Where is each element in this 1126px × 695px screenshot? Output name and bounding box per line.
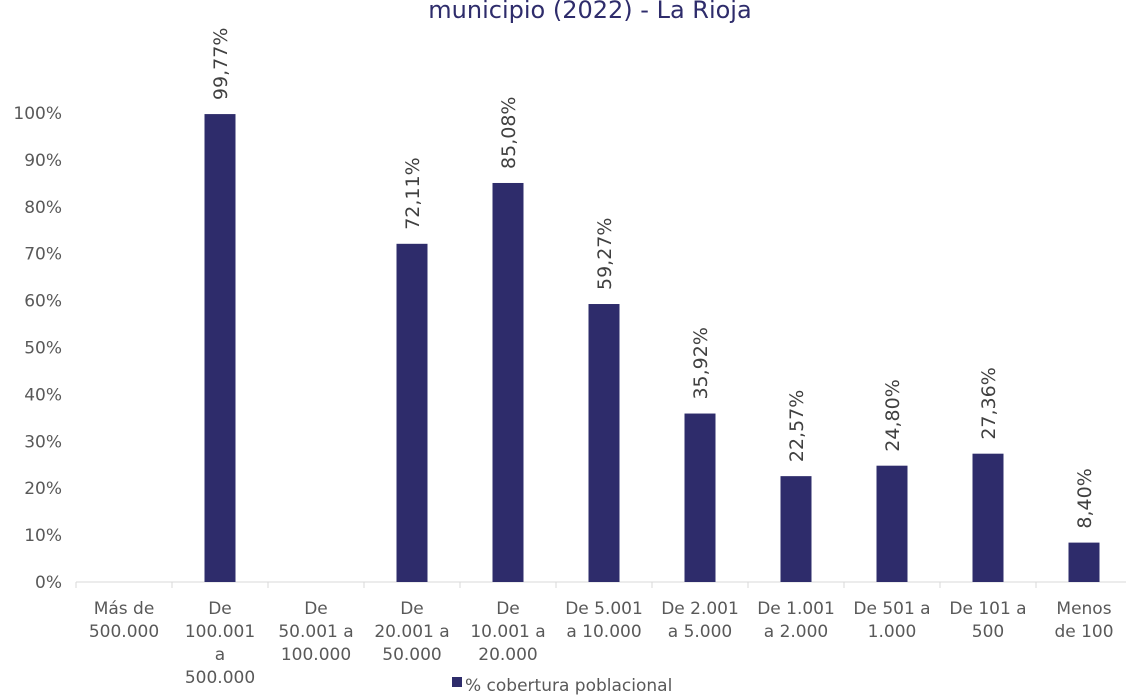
- bar: [780, 476, 812, 582]
- bar: [492, 182, 524, 582]
- bar-series: [204, 114, 1100, 583]
- bar: [684, 413, 716, 582]
- chart-title: municipio (2022) - La Rioja: [428, 0, 751, 24]
- x-tick-label: De 101 a 500: [949, 599, 1026, 642]
- x-tick-label: De 100.001 a 500.000: [185, 599, 255, 688]
- y-tick-label: 40%: [24, 385, 62, 405]
- y-tick-label: 20%: [24, 479, 62, 499]
- x-tick-label: De 2.001 a 5.000: [661, 599, 739, 642]
- x-axis: Más de 500.000 De 100.001 a 500.000 De 50.001 a…: [75, 581, 1126, 688]
- bar: [588, 304, 620, 582]
- bar: [1068, 542, 1100, 582]
- bar: [396, 243, 428, 583]
- bar: [204, 114, 236, 582]
- y-tick-label: 90%: [24, 151, 62, 171]
- data-label: 27,36%: [978, 367, 1000, 439]
- legend-swatch: [452, 677, 462, 687]
- x-tick-label: De 5.001 a 10.000: [565, 599, 643, 642]
- data-label: 85,08%: [498, 97, 520, 169]
- x-tick-label: De 50.001 a 100.000: [278, 599, 353, 665]
- legend-label: % cobertura poblacional: [465, 676, 672, 695]
- y-tick-label: 60%: [24, 292, 62, 312]
- y-tick-label: 30%: [24, 432, 62, 452]
- legend: % cobertura poblacional: [452, 676, 672, 695]
- x-tick-label: De 501 a 1.000: [853, 599, 930, 642]
- y-tick-label: 0%: [35, 573, 62, 593]
- x-tick-label: De 20.001 a 50.000: [374, 599, 449, 665]
- y-tick-label: 10%: [24, 526, 62, 546]
- data-label: 72,11%: [402, 157, 424, 229]
- data-label: 24,80%: [882, 379, 904, 451]
- y-tick-label: 80%: [24, 198, 62, 218]
- bar: [876, 465, 908, 582]
- y-tick-label: 50%: [24, 339, 62, 359]
- data-label: 8,40%: [1074, 468, 1096, 528]
- data-label: 22,57%: [786, 390, 808, 462]
- data-label: 99,77%: [210, 28, 232, 100]
- bar: [972, 453, 1004, 582]
- y-tick-label: 70%: [24, 245, 62, 265]
- data-labels: 99,77% 72,11% 85,08% 59,27% 35,92% 22,57% 24,8…: [210, 28, 1096, 529]
- x-tick-label: De 10.001 a 20.000: [470, 599, 545, 665]
- y-tick-label: 100%: [13, 104, 62, 124]
- data-label: 35,92%: [690, 327, 712, 399]
- y-axis: 0% 10% 20% 30% 40% 50% 60% 70% 80% 90% 100%: [13, 104, 62, 593]
- x-tick-label: De 1.001 a 2.000: [757, 599, 835, 642]
- x-tick-label: Menos de 100: [1054, 599, 1113, 642]
- x-tick-label: Más de 500.000: [89, 599, 159, 642]
- data-label: 59,27%: [594, 218, 616, 290]
